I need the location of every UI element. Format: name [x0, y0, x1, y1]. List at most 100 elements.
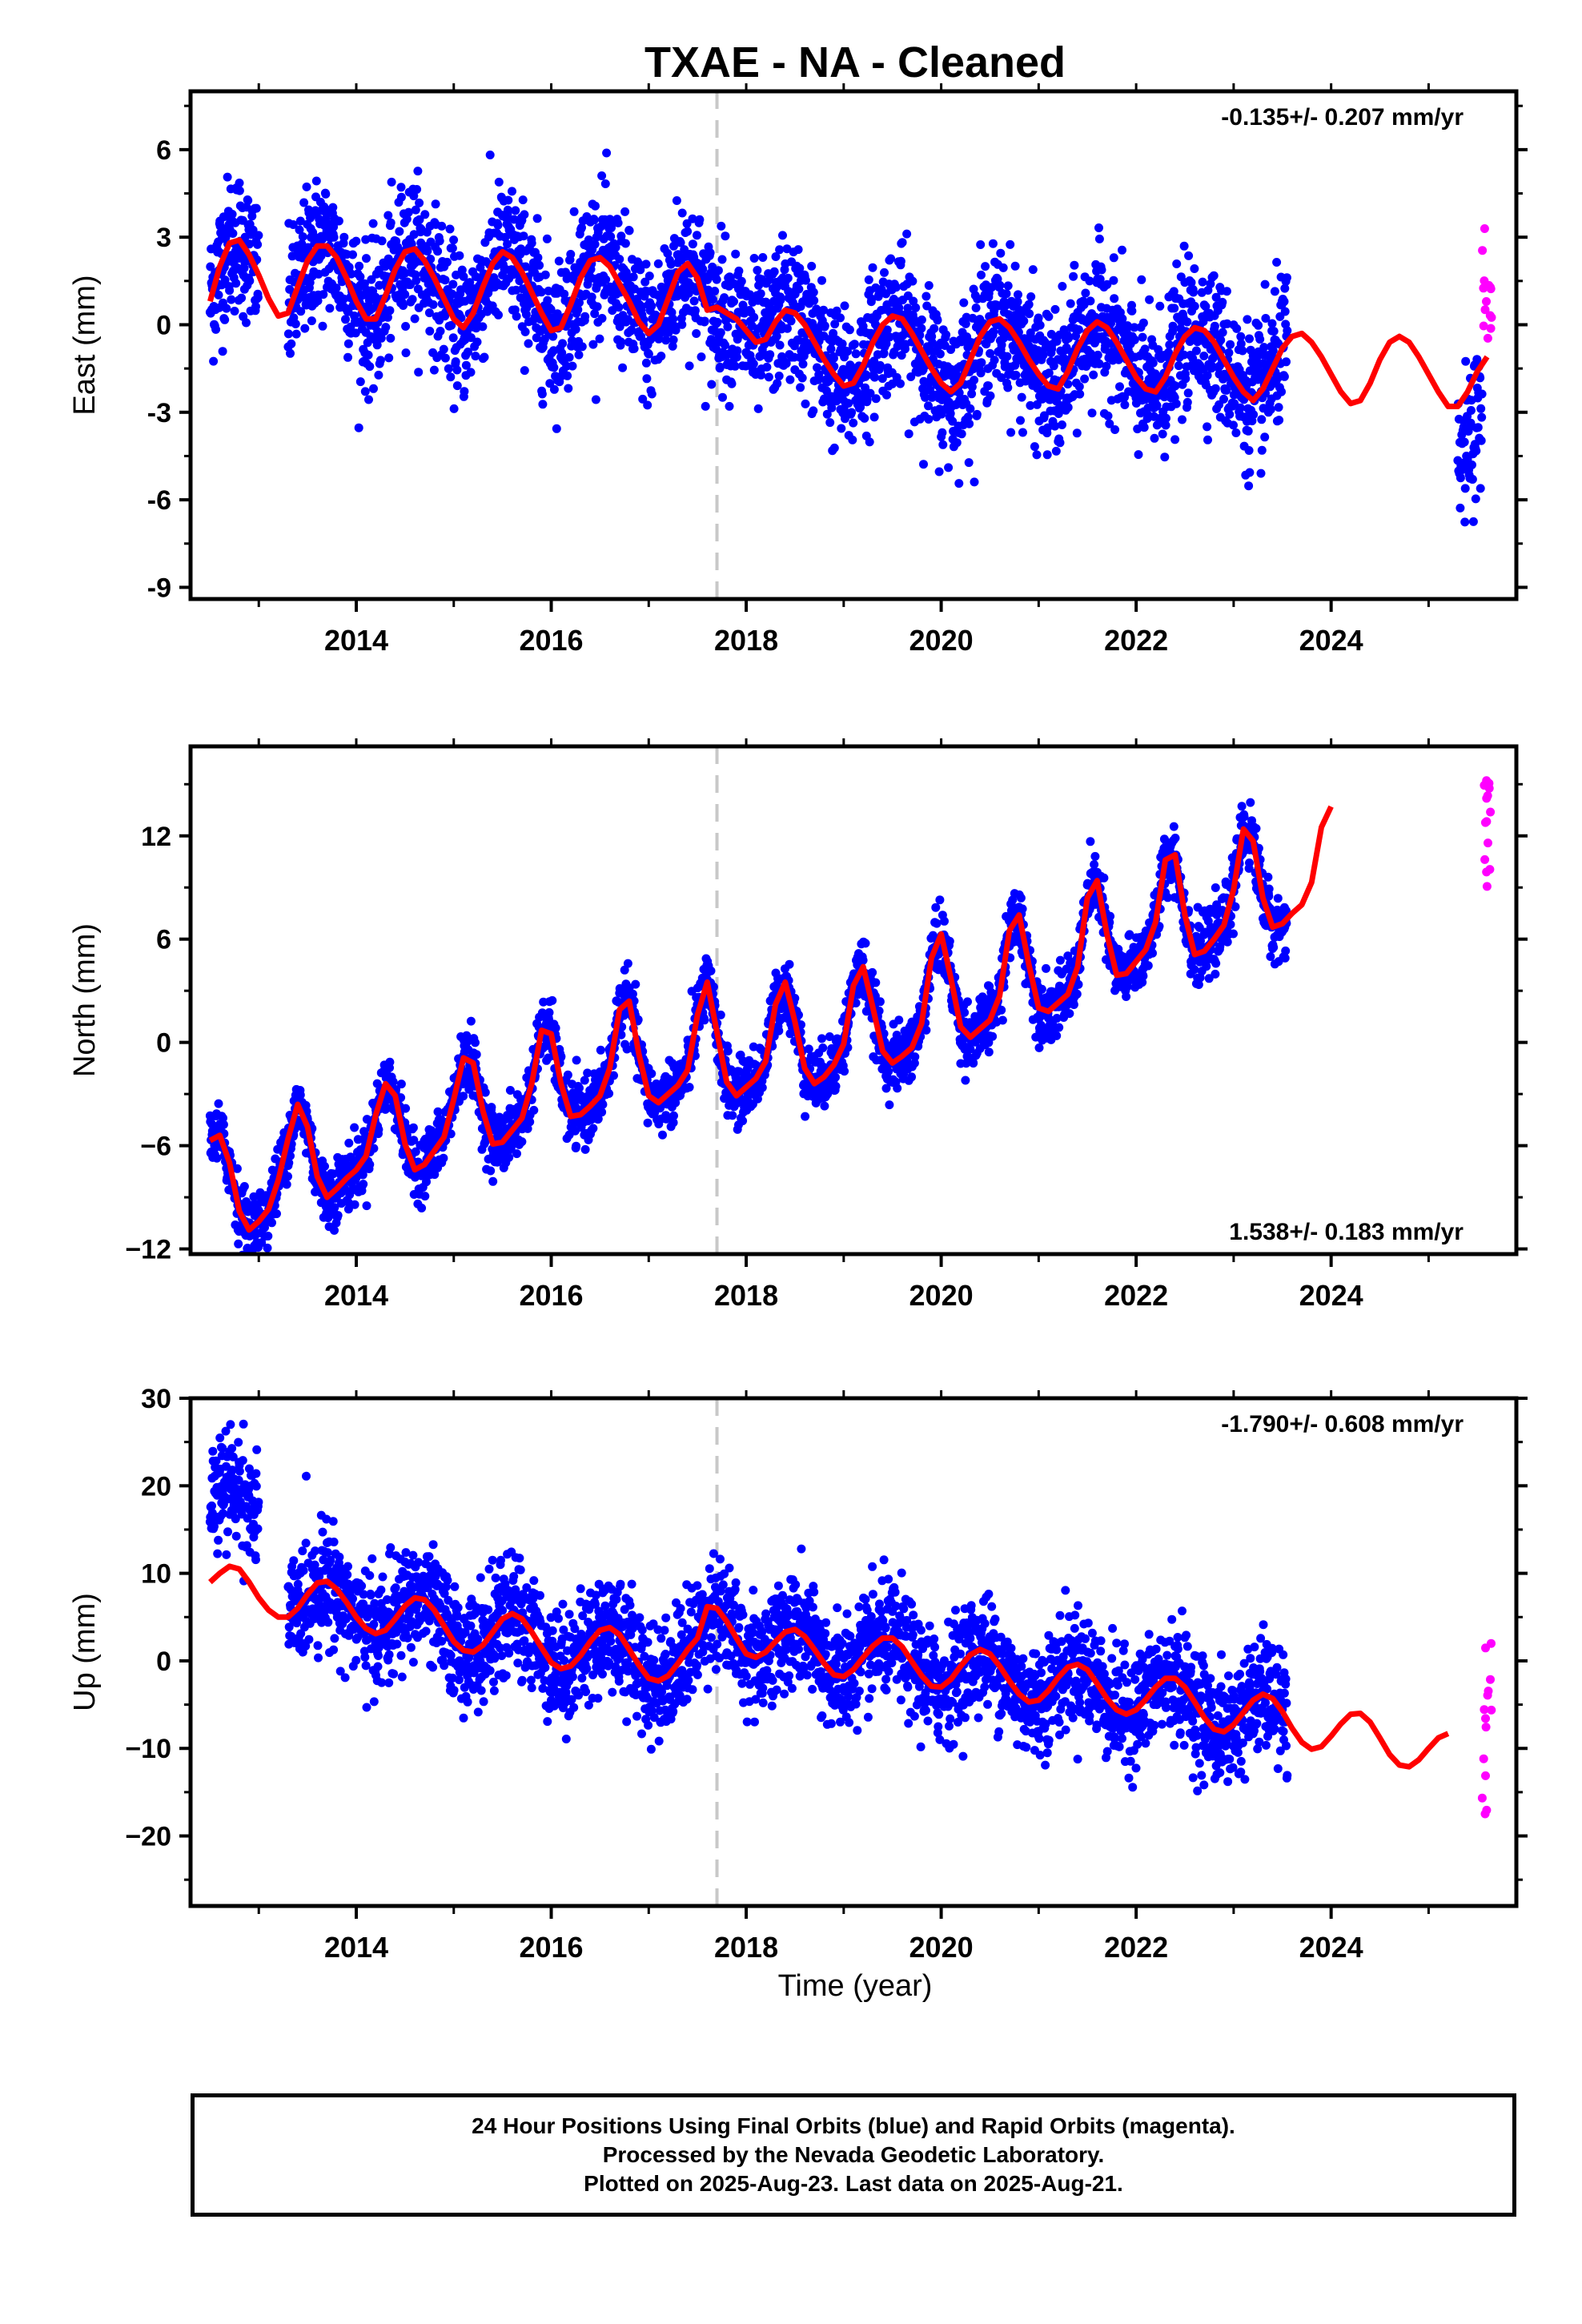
east-y-tick-label: 3	[156, 223, 171, 253]
data-point	[1270, 287, 1279, 296]
data-point	[830, 320, 840, 329]
data-point	[1456, 503, 1465, 513]
data-point	[351, 236, 361, 246]
data-point	[712, 275, 721, 284]
data-point	[355, 261, 364, 271]
data-point	[333, 1211, 343, 1220]
data-point	[693, 231, 701, 240]
data-point	[548, 332, 558, 341]
data-point	[588, 340, 598, 349]
data-point	[1016, 416, 1025, 425]
data-point	[717, 255, 727, 264]
data-point	[933, 316, 942, 325]
data-point	[965, 419, 974, 428]
data-point	[387, 177, 396, 187]
data-point	[369, 384, 378, 393]
data-point	[355, 272, 365, 282]
data-point	[524, 339, 533, 348]
data-point	[1282, 273, 1291, 283]
data-point	[462, 1031, 472, 1040]
data-point	[549, 363, 559, 372]
east-y-tick-label: 6	[156, 135, 171, 166]
rapid-point	[1482, 297, 1491, 306]
data-point	[998, 263, 1008, 272]
data-point	[344, 1138, 354, 1148]
data-point	[730, 361, 740, 371]
data-point	[362, 1201, 371, 1211]
data-point	[986, 348, 995, 358]
data-point	[1160, 452, 1170, 462]
data-point	[1260, 432, 1270, 442]
data-point	[209, 356, 219, 366]
data-point	[986, 391, 995, 400]
data-point	[242, 318, 251, 328]
data-point	[493, 220, 503, 230]
data-point	[1232, 324, 1242, 333]
data-point	[400, 290, 410, 300]
data-point	[988, 239, 998, 248]
data-point	[509, 215, 519, 224]
data-point	[1066, 299, 1075, 308]
data-point	[930, 324, 939, 333]
data-point	[856, 402, 865, 412]
data-point	[948, 416, 958, 426]
data-point	[1211, 292, 1221, 302]
data-point	[245, 276, 255, 286]
data-point	[672, 196, 681, 205]
data-point	[1162, 413, 1170, 423]
data-point	[1269, 327, 1279, 336]
data-point	[1257, 445, 1267, 455]
data-point	[861, 383, 870, 392]
data-point	[1150, 433, 1159, 443]
data-point	[520, 327, 530, 336]
data-point	[669, 1111, 678, 1120]
data-point	[1094, 359, 1104, 368]
east-x-tick-label: 2024	[1299, 624, 1363, 657]
data-point	[1138, 318, 1148, 328]
data-point	[976, 368, 986, 378]
data-point	[1218, 297, 1227, 307]
data-point	[847, 408, 857, 417]
data-point	[480, 352, 489, 362]
data-point	[540, 334, 549, 344]
data-point	[728, 1111, 737, 1120]
data-point	[1186, 278, 1196, 287]
data-point	[591, 201, 600, 211]
data-point	[572, 1141, 581, 1151]
data-point	[637, 302, 646, 312]
data-point	[865, 388, 875, 398]
data-point	[350, 1123, 359, 1132]
data-point	[797, 373, 807, 383]
data-point	[785, 959, 794, 969]
data-point	[1011, 370, 1021, 380]
data-point	[772, 332, 781, 341]
data-point	[795, 263, 805, 273]
data-point	[604, 1089, 614, 1098]
data-point	[896, 256, 905, 266]
data-point	[775, 340, 785, 350]
data-point	[1120, 400, 1130, 409]
data-point	[577, 223, 586, 232]
data-point	[689, 296, 699, 306]
data-point	[870, 372, 879, 382]
data-point	[478, 322, 488, 332]
data-point	[785, 375, 795, 384]
data-point	[219, 1113, 227, 1123]
data-point	[629, 344, 639, 353]
data-point	[424, 308, 434, 318]
data-point	[329, 232, 339, 242]
data-point	[566, 250, 576, 259]
data-point	[323, 1213, 333, 1223]
data-point	[417, 1204, 427, 1212]
data-point	[1026, 328, 1035, 338]
data-point	[440, 275, 450, 285]
data-point	[243, 195, 253, 205]
data-point	[1032, 450, 1042, 460]
data-point	[396, 192, 406, 202]
data-point	[959, 298, 969, 308]
data-point	[1238, 346, 1247, 356]
data-point	[879, 348, 889, 358]
data-point	[404, 207, 413, 217]
data-point	[433, 1107, 443, 1116]
